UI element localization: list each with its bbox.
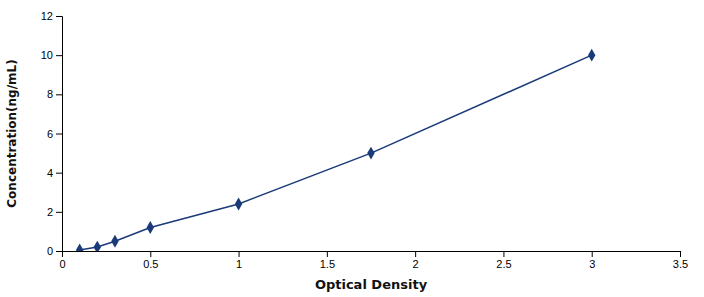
y-tick-label: 0 bbox=[47, 245, 53, 257]
x-tick-mark bbox=[150, 251, 151, 257]
y-tick-mark bbox=[56, 55, 62, 56]
x-tick-mark bbox=[327, 251, 328, 257]
y-tick: 2 bbox=[47, 206, 62, 218]
y-axis-title: Concentration(ng/mL) bbox=[5, 59, 19, 207]
x-tick: 2.5 bbox=[496, 251, 511, 270]
x-tick-mark bbox=[239, 251, 240, 257]
point bbox=[111, 235, 118, 248]
y-tick-mark bbox=[56, 173, 62, 174]
y-tick-mark bbox=[56, 94, 62, 95]
x-tick-label: 3.5 bbox=[673, 258, 688, 270]
marks bbox=[76, 49, 596, 251]
y-tick-label: 6 bbox=[47, 128, 53, 140]
y-tick-label: 2 bbox=[47, 206, 53, 218]
y-tick: 8 bbox=[47, 88, 62, 100]
line bbox=[80, 55, 592, 250]
x-tick: 3.5 bbox=[673, 251, 688, 270]
x-tick: 1.5 bbox=[320, 251, 335, 270]
x-tick-label: 2 bbox=[413, 258, 419, 270]
plot: 0 0.5 1 1.5 2 2.5 3 3.5 0 2 4 6 8 10 12 bbox=[41, 10, 688, 270]
x-tick-label: 0.5 bbox=[143, 258, 158, 270]
y-tick-mark bbox=[56, 212, 62, 213]
x-tick-mark bbox=[415, 251, 416, 257]
x-tick-label: 2.5 bbox=[496, 258, 511, 270]
x-tick-label: 3 bbox=[589, 258, 595, 270]
x-tick-mark bbox=[592, 251, 593, 257]
point bbox=[76, 244, 83, 251]
x-tick-label: 1.5 bbox=[320, 258, 335, 270]
point bbox=[94, 241, 101, 251]
point bbox=[588, 49, 595, 62]
x-tick-mark bbox=[503, 251, 504, 257]
y-tick-label: 10 bbox=[41, 49, 53, 61]
x-tick-label: 0 bbox=[59, 258, 65, 270]
y-tick: 10 bbox=[41, 49, 62, 61]
chart: 0 0.5 1 1.5 2 2.5 3 3.5 0 2 4 6 8 10 12 Optical Density… bbox=[0, 0, 704, 297]
y-tick: 0 bbox=[47, 245, 62, 257]
point bbox=[235, 198, 242, 211]
y-axis: 0 2 4 6 8 10 12 bbox=[41, 10, 63, 257]
y-tick-mark bbox=[56, 16, 62, 17]
y-tick: 6 bbox=[47, 128, 62, 140]
x-tick: 1 bbox=[236, 251, 242, 270]
y-axis-line bbox=[56, 17, 63, 252]
y-tick-label: 8 bbox=[47, 88, 53, 100]
y-tick: 12 bbox=[41, 10, 62, 22]
y-tick-mark bbox=[56, 134, 62, 135]
x-axis-title: Optical Density bbox=[315, 277, 428, 292]
x-tick: 2 bbox=[413, 251, 419, 270]
y-tick-label: 4 bbox=[47, 167, 53, 179]
x-tick: 3 bbox=[589, 251, 595, 270]
x-tick-mark bbox=[680, 251, 681, 257]
x-tick-label: 1 bbox=[236, 258, 242, 270]
y-tick-mark bbox=[56, 251, 62, 252]
x-axis: 0 0.5 1 1.5 2 2.5 3 3.5 bbox=[59, 251, 688, 270]
x-axis-line bbox=[63, 252, 681, 258]
y-tick-label: 12 bbox=[41, 10, 53, 22]
x-tick: 0 bbox=[59, 251, 65, 270]
point bbox=[147, 221, 154, 234]
y-tick: 4 bbox=[47, 167, 62, 179]
point bbox=[367, 147, 374, 160]
x-tick: 0.5 bbox=[143, 251, 158, 270]
